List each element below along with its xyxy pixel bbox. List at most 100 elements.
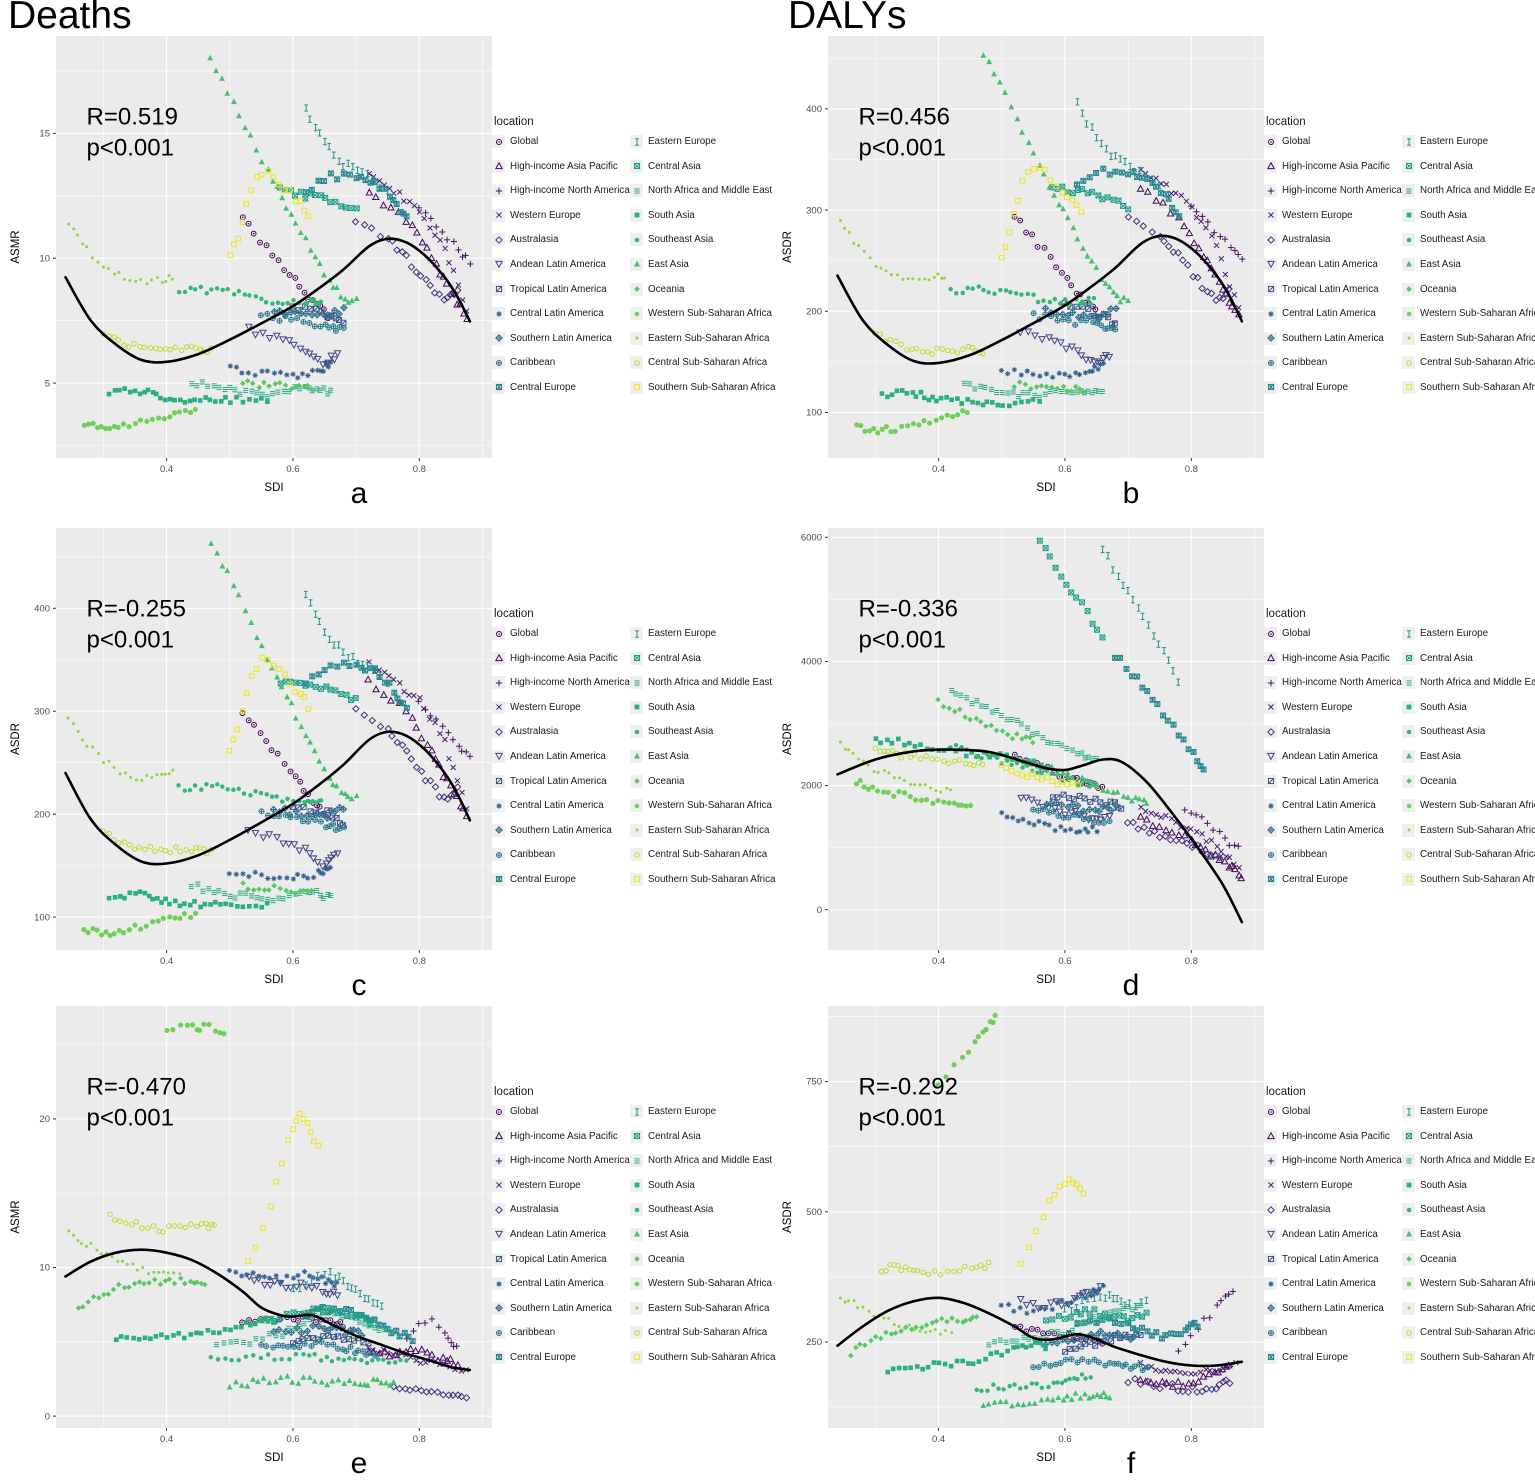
panel-letter-f: f	[1127, 1447, 1136, 1480]
legend-key-western_ssa-icon	[1402, 307, 1415, 321]
chart-a-series	[67, 54, 474, 432]
legend-key-global-icon	[1264, 1105, 1277, 1118]
legend-key-central_europe-icon	[492, 1350, 505, 1364]
series-australasia	[352, 704, 462, 803]
svg-text:4000: 4000	[801, 657, 822, 668]
panel-a-legend: location Global High-income Asia Pacific Hi…	[492, 116, 775, 406]
legend-item-andean_latin_america: Andean Latin America	[492, 257, 630, 271]
legend-key-andean_latin_america-icon	[1264, 257, 1277, 271]
legend-item-label: Andean Latin America	[510, 1228, 606, 1240]
legend-key-central_latin_america-icon	[492, 307, 505, 321]
legend-item-east_asia: East Asia	[1402, 749, 1535, 763]
x-axis-label-a: SDI	[264, 482, 283, 494]
x-axis-label-d: SDI	[1036, 974, 1055, 986]
legend-item-label: Western Sub-Saharan Africa	[1420, 308, 1535, 320]
series-high_income_north_america	[1181, 806, 1242, 850]
legend-key-south_asia-icon	[1402, 700, 1415, 714]
legend-item-label: Central Latin America	[1282, 308, 1376, 320]
series-central_ssa	[872, 745, 986, 769]
svg-text:400: 400	[806, 104, 822, 115]
legend-key-central_ssa-icon	[630, 848, 643, 862]
legend-key-eastern_ssa-icon	[1402, 1301, 1415, 1315]
legend-key-southern_latin_america-icon	[492, 1301, 505, 1315]
legend-key-central_ssa-icon	[1402, 1326, 1415, 1340]
chart-b-series	[839, 52, 1246, 436]
legend-item-label: Southern Latin America	[510, 332, 612, 344]
series-south_asia	[879, 388, 1042, 409]
series-north_africa_middle_east	[986, 1302, 1144, 1348]
legend-key-western_ssa-icon	[1402, 1277, 1415, 1291]
legend-item-label: Eastern Europe	[648, 628, 717, 639]
legend-item-label: Tropical Latin America	[510, 775, 607, 787]
legend-item-oceania: Oceania	[1402, 1252, 1535, 1266]
legend-item-label: Australasia	[510, 234, 559, 246]
series-central_ssa	[107, 1211, 217, 1235]
legend-key-southern_ssa-icon	[630, 872, 643, 886]
legend-item-label: Central Asia	[648, 1130, 701, 1142]
legend-item-western_europe: Western Europe	[492, 1178, 630, 1192]
legend-item-eastern_ssa: Eastern Sub-Saharan Africa	[1402, 1301, 1535, 1315]
legend-item-label: North Africa and Middle East	[648, 185, 773, 197]
legend-item-high_income_asia_pacific: High-income Asia Pacific	[492, 1129, 630, 1143]
legend-key-southeast_asia-icon	[630, 725, 643, 739]
legend-item-east_asia: East Asia	[630, 1227, 768, 1241]
legend-item-label: Southeast Asia	[1420, 726, 1486, 738]
series-australasia	[1124, 1375, 1234, 1396]
annotation-r-a: R=0.519	[87, 104, 178, 131]
legend-item-label: High-income Asia Pacific	[1282, 652, 1390, 664]
legend-item-central_europe: Central Europe	[492, 1350, 630, 1364]
x-axis-label-c: SDI	[264, 974, 283, 986]
legend-item-label: South Asia	[1420, 209, 1467, 221]
legend-column-2: Eastern Europe Central Asia North Africa a…	[630, 1105, 775, 1376]
legend-item-high_income_north_america: High-income North America	[492, 1154, 630, 1168]
legend-item-label: East Asia	[1420, 750, 1461, 762]
legend-item-central_latin_america: Central Latin America	[1264, 799, 1402, 813]
legend-key-western_ssa-icon	[630, 307, 643, 321]
legend-key-southeast_asia-icon	[630, 1203, 643, 1217]
legend-item-label: Southern Sub-Saharan Africa	[1420, 1351, 1535, 1363]
legend-key-central_latin_america-icon	[1264, 1277, 1277, 1291]
legend-item-high_income_north_america: High-income North America	[492, 184, 630, 198]
annotation-p-c: p<0.001	[87, 627, 174, 654]
legend-item-global: Global	[492, 627, 630, 640]
legend-key-eastern_ssa-icon	[630, 1301, 643, 1315]
series-central_latin_america	[226, 1267, 340, 1289]
legend-title: location	[494, 1086, 534, 1098]
legend-item-central_asia: Central Asia	[630, 1129, 768, 1143]
legend-item-eastern_ssa: Eastern Sub-Saharan Africa	[1402, 331, 1535, 345]
legend-key-caribbean-icon	[1264, 356, 1277, 370]
series-eastern_europe	[1075, 98, 1162, 190]
legend-key-western_europe-icon	[1264, 700, 1277, 714]
svg-text:0.6: 0.6	[286, 464, 299, 475]
series-western_ssa	[935, 1012, 998, 1088]
legend-key-high_income_north_america-icon	[1264, 184, 1277, 198]
legend-key-high_income_asia_pacific-icon	[1264, 651, 1277, 665]
legend-key-north_africa_middle_east-icon	[1402, 676, 1415, 690]
legend-item-label: Oceania	[648, 775, 685, 787]
panel-d: 0.4 0.6 0.8 0 2000 4000 6000 SDI ASDR R=-0.336 p<0…	[778, 522, 1535, 1002]
legend-item-label: Oceania	[648, 1253, 685, 1265]
legend-item-western_ssa: Western Sub-Saharan Africa	[630, 307, 772, 321]
panel-e-chart: 0.4 0.6 0.8 0 10 20 SDI ASMR R=-0.470 p<0.001 e	[6, 1000, 506, 1483]
legend-item-label: Caribbean	[1282, 1327, 1328, 1339]
legend-item-southern_ssa: Southern Sub-Saharan Africa	[630, 1350, 775, 1364]
legend-key-australasia-icon	[492, 725, 505, 739]
series-north_africa_middle_east	[949, 687, 1099, 762]
svg-text:300: 300	[34, 706, 50, 717]
legend-item-south_asia: South Asia	[1402, 208, 1535, 222]
legend-key-andean_latin_america-icon	[492, 749, 505, 763]
legend-item-australasia: Australasia	[492, 725, 630, 739]
legend-key-central_europe-icon	[492, 380, 505, 394]
legend-item-label: Western Europe	[510, 701, 581, 713]
legend-key-south_asia-icon	[630, 208, 643, 222]
series-andean_latin_america	[244, 827, 342, 871]
legend-item-label: High-income Asia Pacific	[1282, 1130, 1390, 1142]
legend-item-central_latin_america: Central Latin America	[492, 1277, 630, 1291]
legend-key-east_asia-icon	[630, 749, 643, 763]
trend-line-c	[64, 730, 472, 866]
legend-item-southern_latin_america: Southern Latin America	[492, 823, 630, 837]
legend-key-eastern_europe-icon	[1402, 1105, 1415, 1118]
legend-item-label: Southern Latin America	[1282, 332, 1384, 344]
y-axis-label-d: ASDR	[782, 723, 794, 755]
legend-title: location	[1266, 1086, 1306, 1098]
